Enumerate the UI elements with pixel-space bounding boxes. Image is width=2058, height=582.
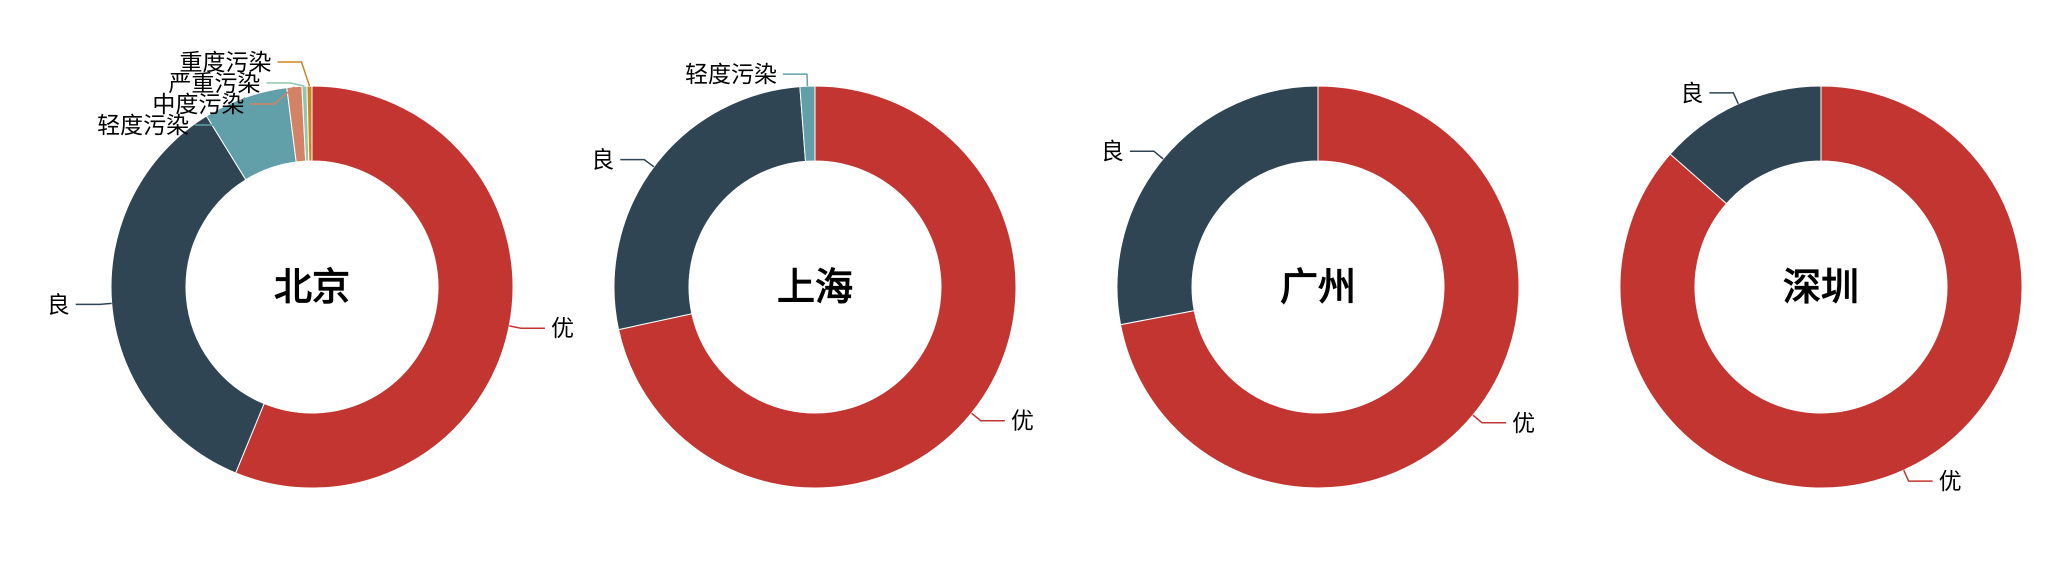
slice-4-2[interactable] [1669,85,1822,205]
label-line-1-3 [195,96,246,126]
slice-2-2[interactable] [613,86,807,331]
slice-2-3[interactable] [799,85,816,162]
slice-label-1-4: 中度污染 [152,92,244,118]
label-line-2-2 [620,158,655,168]
slice-2-1[interactable] [617,85,1017,489]
donut-4: 优 良深圳 [1619,81,2023,495]
slice-4-1[interactable] [1619,85,2023,489]
slice-label-3-1: 优 [1512,411,1535,437]
donut-title-2: 上海 [777,265,853,309]
slice-1-2[interactable] [110,115,265,474]
slice-label-1-1: 优 [551,316,574,342]
label-line-1-6 [277,61,311,87]
slice-label-1-2: 良 [47,292,70,318]
label-line-3-1 [1472,414,1507,424]
label-line-1-4 [250,86,295,105]
slice-label-4-1: 优 [1939,469,1962,495]
label-line-2-3 [782,73,809,87]
slice-3-2[interactable] [1116,85,1319,326]
label-line-4-1 [1903,469,1933,482]
label-line-4-2 [1709,92,1739,105]
label-line-1-5 [266,82,305,87]
slice-1-1[interactable] [235,85,514,489]
donut-3: 优 良广州 [1101,85,1535,489]
donut-title-1: 北京 [274,265,350,309]
slice-label-2-2: 良 [591,148,614,174]
slice-label-2-3: 轻度污染 [685,62,777,88]
label-line-2-1 [971,412,1005,422]
slice-1-6[interactable] [306,85,313,162]
label-line-3-2 [1129,150,1164,160]
label-line-1-2 [75,302,112,306]
slice-label-4-2: 良 [1680,81,1703,107]
slice-label-1-3: 轻度污染 [97,113,189,139]
slice-3-1[interactable] [1119,85,1520,489]
donut-title-4: 深圳 [1783,265,1859,309]
slice-label-3-2: 良 [1101,139,1124,165]
slice-label-2-1: 优 [1011,409,1034,435]
label-line-1-1 [509,325,545,329]
slice-label-1-6: 重度污染 [179,50,271,76]
slice-label-1-5: 严重污染 [168,71,260,97]
donut-title-3: 广州 [1280,265,1356,309]
